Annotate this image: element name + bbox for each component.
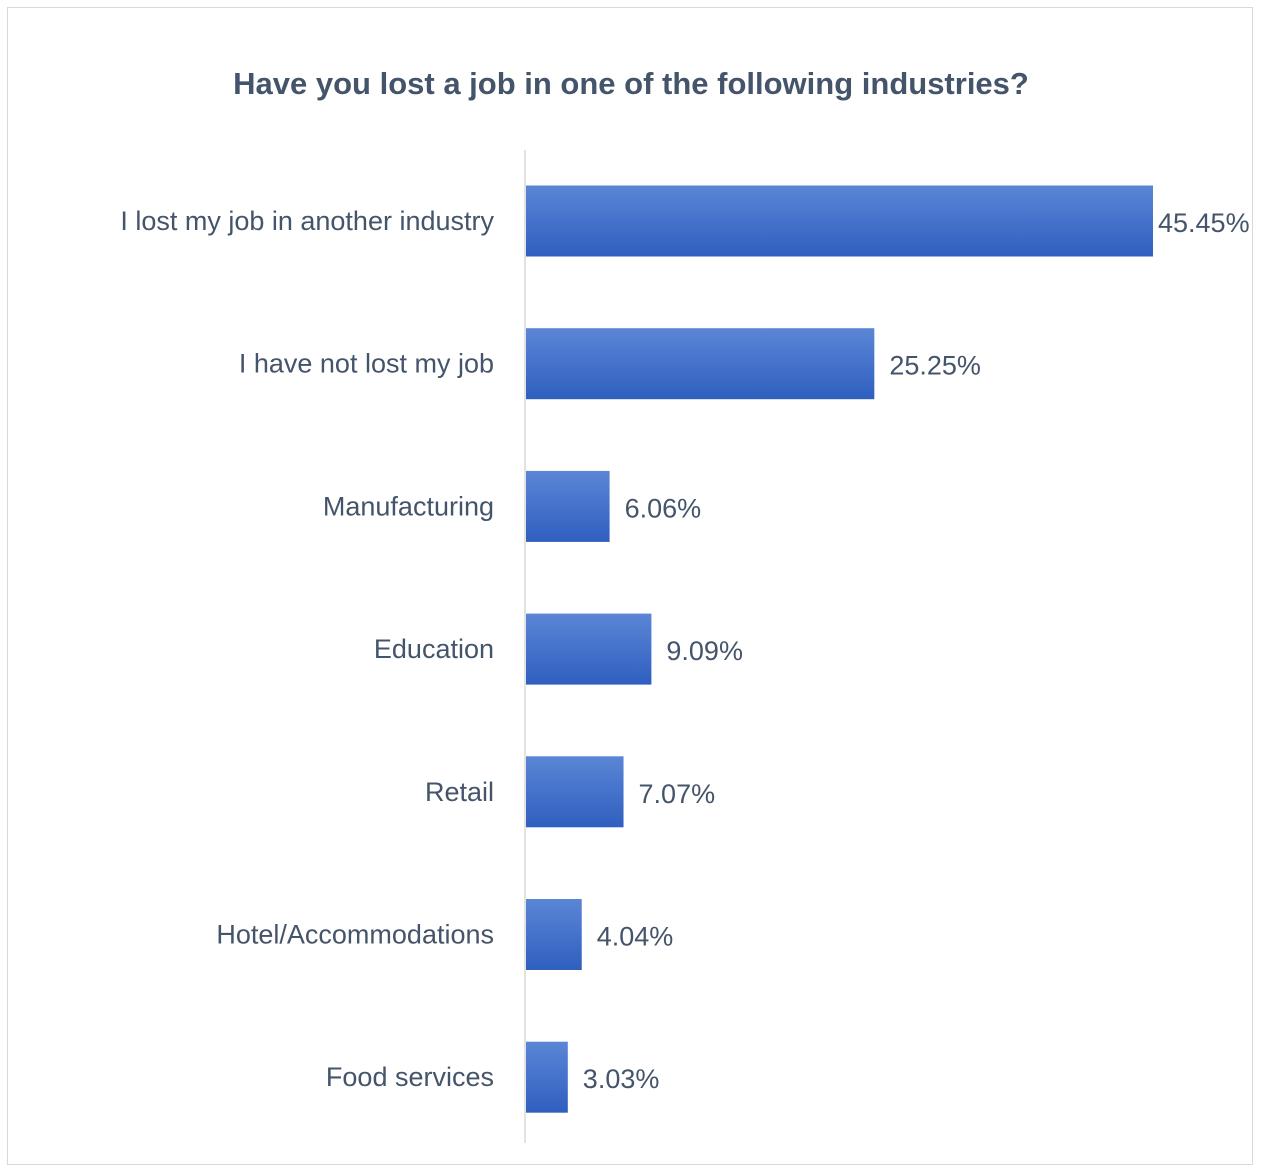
data-label: 6.06% bbox=[625, 493, 702, 523]
bar bbox=[526, 756, 624, 828]
category-label: I have not lost my job bbox=[239, 349, 494, 379]
bar bbox=[526, 899, 582, 970]
category-label: Retail bbox=[425, 777, 494, 807]
data-label: 3.03% bbox=[583, 1064, 660, 1094]
data-label: 7.07% bbox=[639, 779, 716, 809]
bar bbox=[526, 470, 610, 542]
category-label: Hotel/Accommodations bbox=[216, 920, 494, 950]
data-label: 25.25% bbox=[889, 351, 981, 381]
chart-title: Have you lost a job in one of the follow… bbox=[233, 66, 1029, 101]
bar bbox=[526, 1041, 568, 1113]
category-label: Manufacturing bbox=[323, 491, 494, 521]
bar bbox=[526, 613, 652, 685]
data-label: 45.45% bbox=[1158, 208, 1250, 238]
bar bbox=[526, 185, 1153, 257]
bar bbox=[526, 328, 875, 400]
data-label: 4.04% bbox=[597, 922, 674, 952]
category-label: Education bbox=[374, 634, 494, 664]
data-label: 9.09% bbox=[666, 636, 743, 666]
category-label: Food services bbox=[326, 1062, 494, 1092]
category-label: I lost my job in another industry bbox=[120, 206, 494, 236]
bars-group: I lost my job in another industry 45.45% I… bbox=[120, 185, 1250, 1113]
